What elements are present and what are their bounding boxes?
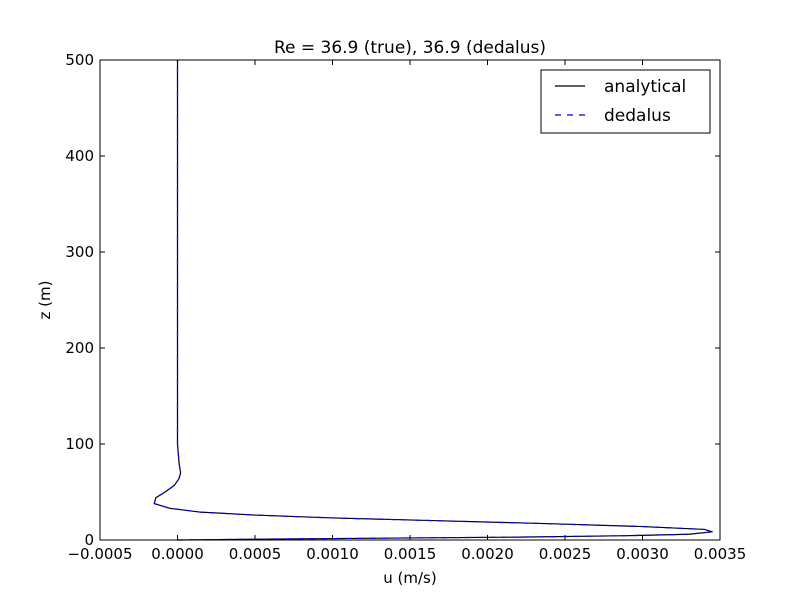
x-ticks: −0.0005 0.0000 0.0005 0.0010 0.0015 0.0020 0.0… — [67, 60, 746, 563]
chart-title: Re = 36.9 (true), 36.9 (dedalus) — [274, 38, 546, 58]
legend-box — [540, 69, 711, 134]
legend: analytical dedalus — [540, 69, 711, 134]
y-tick-label: 300 — [65, 243, 94, 261]
y-tick-label: 100 — [65, 435, 94, 453]
legend-label-dedalus: dedalus — [604, 106, 671, 126]
y-ticks: 0 100 200 300 400 500 — [65, 51, 720, 549]
x-tick-label: 0.0035 — [694, 545, 747, 563]
plot-area: −0.0005 0.0000 0.0005 0.0010 0.0015 0.0020 0.0… — [65, 51, 746, 563]
series-lines — [153, 60, 713, 541]
y-tick-label: 0 — [84, 531, 94, 549]
x-tick-label: 0.0010 — [306, 545, 359, 563]
x-tick-label: 0.0030 — [616, 545, 669, 563]
x-tick-label: −0.0005 — [67, 545, 132, 563]
x-tick-label: 0.0020 — [461, 545, 514, 563]
x-tick-label: 0.0025 — [539, 545, 592, 563]
x-tick-label: 0.0000 — [151, 545, 204, 563]
x-tick-label: 0.0005 — [229, 545, 282, 563]
legend-label-analytical: analytical — [604, 77, 686, 97]
series-line-dedalus — [153, 60, 713, 541]
y-tick-label: 500 — [65, 51, 94, 69]
x-axis-label: u (m/s) — [383, 569, 436, 587]
x-tick-label: 0.0015 — [384, 545, 437, 563]
y-tick-label: 200 — [65, 339, 94, 357]
y-tick-label: 400 — [65, 147, 94, 165]
y-axis-label: z (m) — [36, 281, 54, 320]
